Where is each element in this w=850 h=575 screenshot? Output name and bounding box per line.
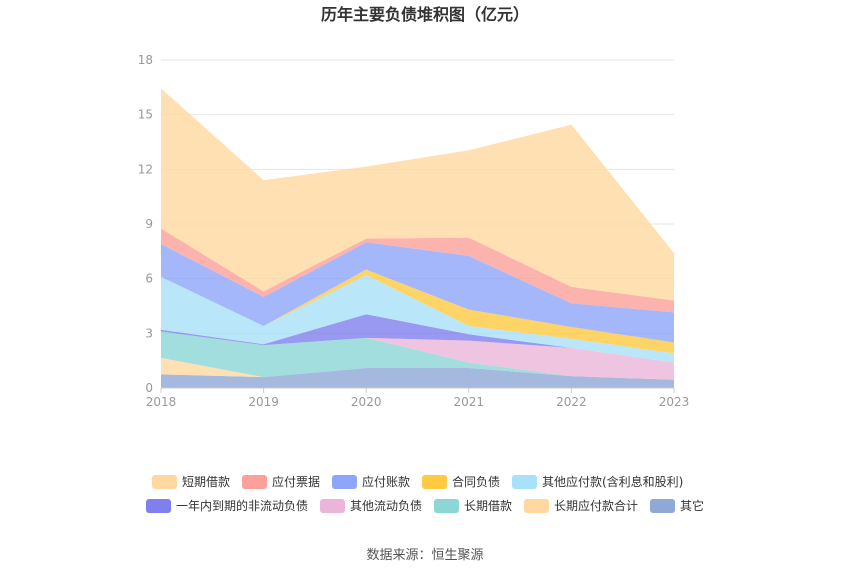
series-area [161,314,674,363]
legend-swatch [434,499,459,513]
x-tick-label: 2023 [659,395,690,409]
x-tick-label: 2021 [454,395,485,409]
y-tick-label: 9 [145,217,153,231]
y-tick-label: 0 [145,381,153,395]
legend-swatch [332,475,357,489]
y-tick-label: 15 [138,108,153,122]
legend-label: 其它 [680,498,704,513]
legend-label: 合同负债 [452,474,500,489]
series-area [161,269,674,354]
legend-swatch [650,499,675,513]
legend-swatch [512,475,537,489]
legend-label: 应付票据 [272,474,320,489]
series-area [161,331,674,380]
x-tick-label: 2019 [248,395,279,409]
series-area [161,331,674,380]
series-area [161,275,674,363]
legend-label: 其他应付款(含利息和股利) [542,474,683,489]
series-area [161,367,674,388]
x-tick-label: 2018 [146,395,177,409]
legend-swatch [242,475,267,489]
legend: 短期借款 应付票据 应付账款 合同负债 其他应付款(含利息和股利) 一年内到期的非流动负债… [146,474,704,513]
legend-swatch [524,499,549,513]
x-tick-label: 2022 [556,395,587,409]
y-axis-ticks: 0 3 6 9 12 15 18 [138,53,153,395]
x-axis-ticks: 2018 2019 2020 2021 2022 2023 [146,388,690,409]
legend-label: 一年内到期的非流动负债 [176,498,308,513]
legend-label: 其他流动负债 [350,499,422,513]
x-tick-label: 2020 [351,395,382,409]
series-area [161,242,674,343]
y-tick-label: 3 [145,326,153,340]
legend-swatch [146,499,171,513]
y-tick-label: 18 [138,53,153,67]
source-note: 数据来源：恒生聚源 [366,548,483,563]
y-tick-label: 6 [145,272,153,286]
y-tick-label: 12 [138,162,153,176]
series-areas [161,88,674,388]
legend-swatch [320,499,345,513]
legend-swatch [422,475,447,489]
series-area [161,88,674,301]
legend-swatch [152,475,177,489]
legend-label: 长期应付款合计 [554,498,638,513]
series-area [161,228,674,313]
chart-title: 历年主要负债堆积图（亿元） [321,5,529,24]
legend-label: 应付账款 [362,474,410,489]
legend-label: 长期借款 [464,499,512,513]
legend-label: 短期借款 [182,475,230,489]
